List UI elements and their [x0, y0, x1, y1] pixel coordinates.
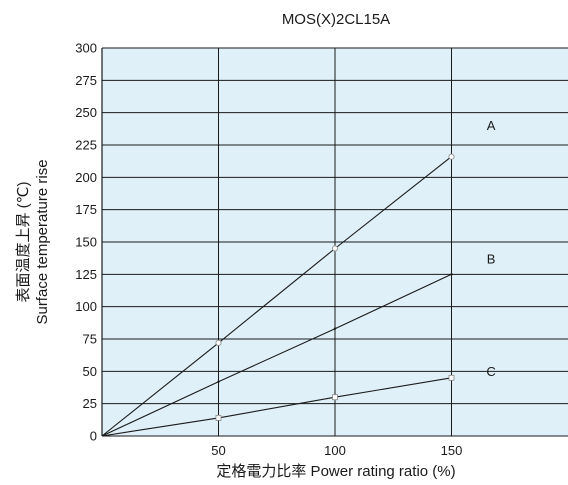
grid [101, 47, 568, 437]
data-point-C [215, 414, 222, 421]
data-point-A [448, 153, 455, 160]
y-tick-labels: 0 25 50 75 100 125 150 175 200 225 250 275 300 [75, 41, 97, 444]
y-tick-label: 175 [75, 202, 97, 217]
series-label-B: B [487, 251, 496, 266]
y-axis-label-english: Surface temperature rise [34, 159, 51, 324]
series-markers [215, 153, 455, 421]
chart-title: MOS(X)2CL15A [282, 11, 390, 28]
series-line-B [101, 273, 452, 437]
data-point-C [332, 394, 338, 401]
series-label-A: A [487, 118, 496, 133]
data-point-A [331, 245, 338, 252]
series-labels: A B C [486, 118, 495, 379]
x-tick-labels: 50 100 150 [211, 443, 462, 458]
data-point-A [215, 339, 222, 346]
y-tick-label: 0 [90, 429, 97, 444]
y-tick-label: 150 [75, 235, 97, 250]
y-tick-label: 250 [75, 105, 97, 120]
y-tick-label: 225 [75, 138, 97, 153]
x-axis-label: 定格電力比率 Power rating ratio (%) [216, 463, 455, 480]
series-line-C [101, 377, 452, 437]
x-tick-label: 150 [441, 443, 463, 458]
data-point-B [333, 327, 337, 330]
y-tick-label: 100 [75, 299, 97, 314]
y-axis-label-japanese: 表面温度上昇 (℃) [15, 181, 32, 302]
x-tick-label: 100 [324, 443, 346, 458]
x-tick-label: 50 [211, 443, 225, 458]
y-tick-label: 125 [75, 267, 97, 282]
series-lines [101, 156, 452, 437]
series-line-A [101, 156, 452, 437]
y-tick-label: 300 [75, 41, 97, 56]
y-tick-label: 200 [75, 170, 97, 185]
y-tick-label: 275 [75, 73, 97, 88]
data-point-B [450, 273, 453, 276]
data-point-C [448, 374, 455, 381]
y-tick-label: 75 [83, 332, 97, 347]
series-label-C: C [486, 364, 495, 379]
y-tick-label: 50 [83, 364, 97, 379]
y-tick-label: 25 [83, 396, 97, 411]
data-point-B [217, 380, 220, 383]
